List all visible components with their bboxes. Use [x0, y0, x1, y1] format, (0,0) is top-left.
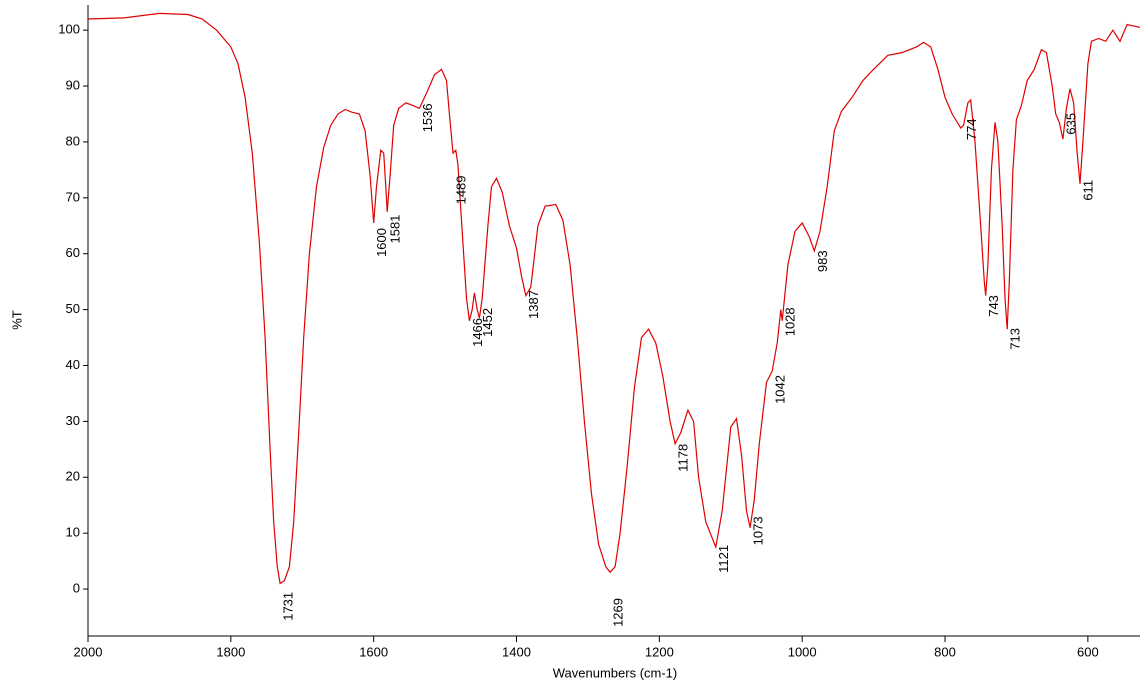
peak-label: 1489	[453, 175, 468, 204]
y-tick-label: 90	[66, 77, 80, 92]
peak-label: 1042	[773, 375, 788, 404]
peak-label: 1600	[374, 228, 389, 257]
y-tick-label: 100	[58, 22, 80, 37]
peak-label: 1178	[676, 444, 691, 472]
peak-label: 1466	[470, 318, 485, 347]
peak-label: 611	[1080, 180, 1095, 201]
peak-label: 743	[986, 295, 1001, 317]
x-tick-label: 1000	[788, 644, 817, 659]
x-tick-label: 2000	[74, 644, 103, 659]
x-tick-label: 1200	[645, 644, 674, 659]
y-tick-label: 10	[66, 525, 80, 540]
x-axis-label: Wavenumbers (cm-1)	[553, 665, 677, 680]
peak-label: 1581	[388, 215, 403, 244]
x-tick-label: 1600	[359, 644, 388, 659]
spectrum-line	[87, 12, 1140, 585]
peak-label: 1269	[611, 598, 626, 627]
x-tick-label: 1800	[216, 644, 245, 659]
y-tick-label: 70	[66, 189, 80, 204]
peak-label: 983	[815, 250, 830, 272]
peak-label: 1121	[716, 545, 731, 573]
peak-label: 1028	[783, 307, 798, 336]
x-tick-label: 800	[934, 644, 956, 659]
peak-label: 1387	[526, 290, 541, 319]
peak-label: 1073	[750, 516, 765, 545]
x-tick-label: 600	[1077, 644, 1099, 659]
y-axis-label: %T	[9, 310, 24, 330]
peak-label: 635	[1063, 113, 1078, 135]
y-tick-label: 60	[66, 245, 80, 260]
peak-label: 1536	[420, 103, 435, 132]
x-tick-label: 1400	[502, 644, 531, 659]
peak-label: 1731	[281, 592, 296, 621]
y-tick-label: 40	[66, 357, 80, 372]
y-tick-label: 80	[66, 133, 80, 148]
y-tick-label: 30	[66, 413, 80, 428]
y-tick-label: 50	[66, 301, 80, 316]
peak-label: 774	[964, 118, 979, 140]
y-tick-label: 0	[73, 580, 80, 595]
peak-label: 1452	[480, 308, 495, 337]
y-tick-label: 20	[66, 469, 80, 484]
peak-label: 713	[1008, 328, 1023, 350]
